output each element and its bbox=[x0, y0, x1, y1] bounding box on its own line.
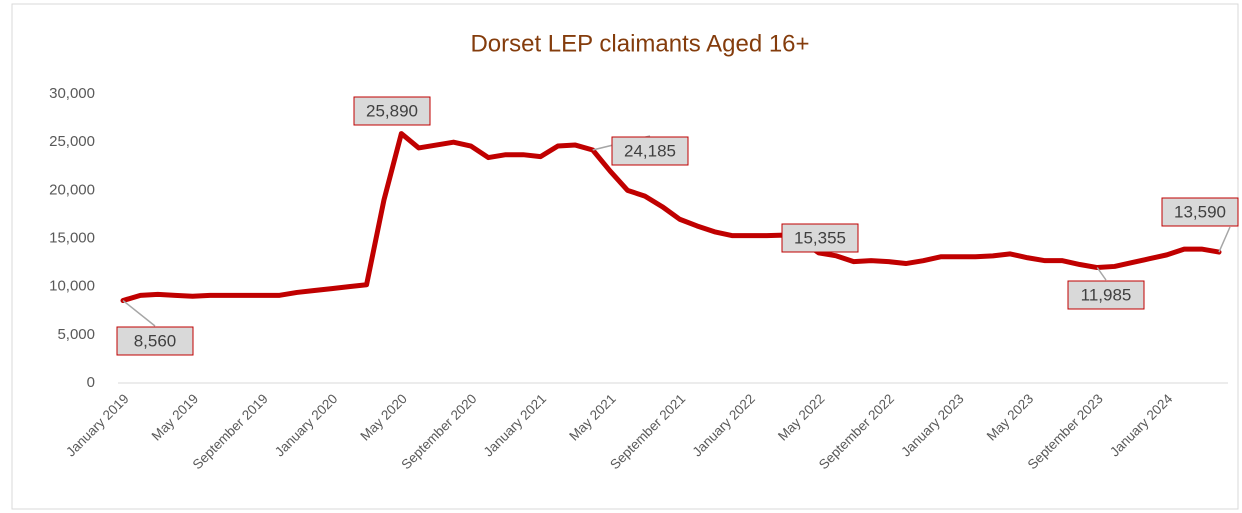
data-label: 11,985 bbox=[1081, 285, 1132, 304]
data-label-box bbox=[611, 136, 689, 166]
data-label: 8,560 bbox=[134, 331, 177, 350]
leader-line bbox=[122, 299, 156, 327]
data-label-box bbox=[781, 223, 859, 253]
y-tick-label: 15,000 bbox=[49, 229, 95, 246]
data-label: 15,355 bbox=[794, 228, 846, 247]
leader-line bbox=[1096, 267, 1107, 281]
data-label-box bbox=[353, 96, 431, 126]
data-label: 25,890 bbox=[366, 101, 418, 120]
data-label-box bbox=[1161, 197, 1239, 227]
leader-line bbox=[1218, 226, 1231, 253]
data-label: 13,590 bbox=[1174, 202, 1226, 221]
data-line bbox=[120, 131, 1222, 304]
data-label-box bbox=[1067, 280, 1145, 310]
y-tick-label: 5,000 bbox=[57, 326, 95, 343]
data-label: 24,185 bbox=[624, 141, 676, 160]
y-tick-label: 20,000 bbox=[49, 181, 95, 198]
y-tick-label: 30,000 bbox=[49, 85, 95, 102]
y-tick-label: 25,000 bbox=[49, 133, 95, 150]
data-label-box bbox=[116, 326, 194, 356]
y-tick-label: 0 bbox=[87, 374, 95, 391]
y-tick-label: 10,000 bbox=[49, 278, 95, 295]
chart-title: Dorset LEP claimants Aged 16+ bbox=[470, 30, 809, 57]
